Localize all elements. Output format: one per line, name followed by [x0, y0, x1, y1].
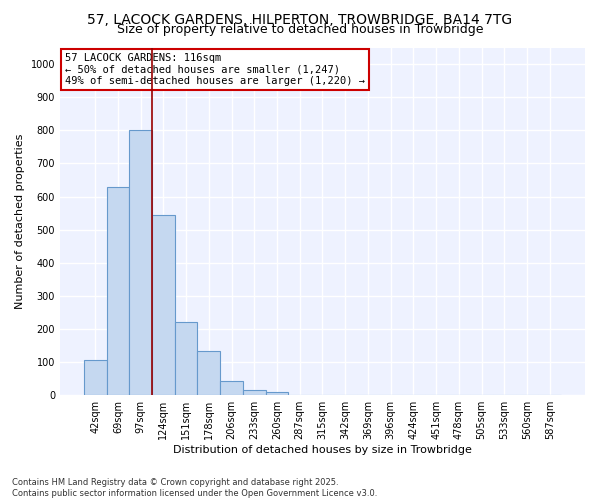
Bar [129, 130, 152, 395]
Bar [243, 390, 266, 395]
Bar [107, 186, 129, 395]
Text: Contains HM Land Registry data © Crown copyright and database right 2025.
Contai: Contains HM Land Registry data © Crown c… [12, 478, 377, 498]
X-axis label: Distribution of detached houses by size in Trowbridge: Distribution of detached houses by size … [173, 445, 472, 455]
Text: Size of property relative to detached houses in Trowbridge: Size of property relative to detached ho… [117, 22, 483, 36]
Bar [197, 350, 220, 395]
Text: 57, LACOCK GARDENS, HILPERTON, TROWBRIDGE, BA14 7TG: 57, LACOCK GARDENS, HILPERTON, TROWBRIDG… [88, 12, 512, 26]
Y-axis label: Number of detached properties: Number of detached properties [15, 134, 25, 309]
Bar [84, 360, 107, 395]
Bar [175, 322, 197, 395]
Text: 57 LACOCK GARDENS: 116sqm
← 50% of detached houses are smaller (1,247)
49% of se: 57 LACOCK GARDENS: 116sqm ← 50% of detac… [65, 52, 365, 86]
Bar [220, 382, 243, 395]
Bar [266, 392, 289, 395]
Bar [152, 214, 175, 395]
